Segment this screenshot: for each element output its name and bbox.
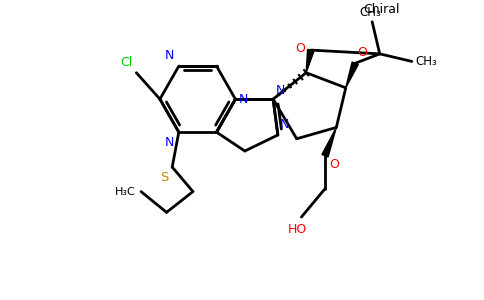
Text: N: N [239,93,249,106]
Text: O: O [330,158,340,171]
Polygon shape [346,62,358,88]
Text: CH₃: CH₃ [416,55,438,68]
Text: S: S [160,171,168,184]
Text: N: N [276,84,286,97]
Text: Chiral: Chiral [363,3,400,16]
Text: CH₃: CH₃ [360,6,381,19]
Polygon shape [322,128,336,157]
Text: O: O [357,46,367,59]
Text: N: N [280,118,289,131]
Text: Cl: Cl [121,56,133,69]
Polygon shape [306,50,314,73]
Text: HO: HO [288,223,307,236]
Text: N: N [165,136,174,149]
Text: H₃C: H₃C [115,187,136,196]
Text: N: N [165,49,174,62]
Text: O: O [295,42,305,55]
